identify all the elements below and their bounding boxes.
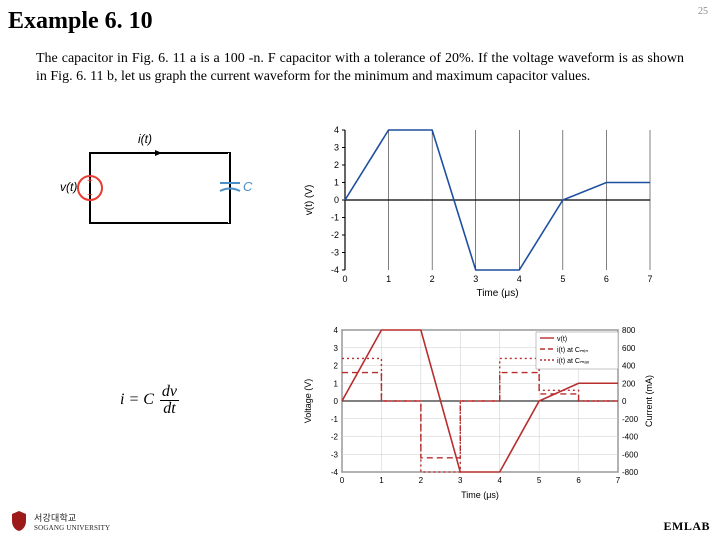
svg-text:3: 3	[458, 476, 463, 485]
svg-text:v(t): v(t)	[557, 336, 567, 343]
svg-text:6: 6	[604, 274, 609, 284]
slide-page: Example 6. 10 25 The capacitor in Fig. 6…	[0, 0, 720, 540]
svg-text:0: 0	[622, 397, 627, 406]
svg-text:Time (μs): Time (μs)	[461, 490, 499, 500]
university-english: SOGANG UNIVERSITY	[34, 524, 110, 532]
svg-text:3: 3	[334, 344, 339, 353]
eqn-den: dt	[160, 401, 179, 417]
svg-text:5: 5	[560, 274, 565, 284]
svg-text:2: 2	[334, 160, 339, 170]
svg-text:-2: -2	[331, 433, 339, 442]
svg-text:Voltage (V): Voltage (V)	[303, 379, 313, 424]
svg-text:0: 0	[334, 397, 339, 406]
footer-lab: EMLAB	[663, 519, 710, 534]
svg-text:7: 7	[616, 476, 621, 485]
svg-text:-3: -3	[331, 248, 339, 258]
svg-text:Current (mA): Current (mA)	[644, 375, 654, 427]
current-waveform-chart: 0 1 2 3 4 5 6 7 -4 -800 -3 -600 -2 -400 -1 -200 0 0 1 200 2 4…	[300, 320, 660, 500]
svg-text:2: 2	[419, 476, 424, 485]
svg-text:v(t) (V): v(t) (V)	[304, 185, 315, 216]
svg-text:-2: -2	[331, 230, 339, 240]
svg-text:400: 400	[622, 362, 636, 371]
page-number: 25	[698, 6, 708, 17]
voltage-waveform-chart: 0 1 2 3 4 5 6 7 -4 -3 -2 -1 0 1 2 3 4 Time (μs) v(t) (V)	[300, 120, 660, 300]
svg-text:-200: -200	[622, 415, 639, 424]
svg-text:2: 2	[430, 274, 435, 284]
circuit-figure: i(t) + − v(t) C	[60, 128, 260, 248]
svg-text:0: 0	[334, 195, 339, 205]
v-label: v(t)	[60, 180, 77, 194]
eqn-lhs: i	[120, 391, 124, 408]
svg-text:i(t) at Cₘᵢₙ: i(t) at Cₘᵢₙ	[557, 347, 588, 354]
svg-text:1: 1	[334, 178, 339, 188]
svg-text:Time (μs): Time (μs)	[476, 288, 518, 299]
current-arrowhead	[155, 150, 162, 156]
source-minus: −	[87, 190, 93, 201]
source-plus: +	[87, 176, 93, 187]
svg-text:1: 1	[334, 379, 339, 388]
svg-text:5: 5	[537, 476, 542, 485]
c-label: C	[243, 179, 253, 194]
svg-text:i(t) at Cₘₐₓ: i(t) at Cₘₐₓ	[557, 358, 590, 365]
svg-text:-600: -600	[622, 450, 639, 459]
svg-text:-800: -800	[622, 468, 639, 477]
body-paragraph: The capacitor in Fig. 6. 11 a is a 100 -…	[36, 50, 684, 85]
svg-text:200: 200	[622, 379, 636, 388]
eqn-num: dv	[160, 384, 179, 401]
svg-text:3: 3	[473, 274, 478, 284]
svg-text:4: 4	[334, 326, 339, 335]
wire-loop	[90, 153, 230, 223]
svg-text:-1: -1	[331, 213, 339, 223]
svg-text:3: 3	[334, 143, 339, 153]
shield-icon	[10, 510, 28, 532]
svg-text:-4: -4	[331, 468, 339, 477]
equation: i = C dv dt	[120, 384, 179, 417]
svg-text:4: 4	[334, 125, 339, 135]
svg-text:7: 7	[647, 274, 652, 284]
svg-text:0: 0	[342, 274, 347, 284]
svg-text:-3: -3	[331, 450, 339, 459]
university-korean: 서강대학교	[34, 511, 110, 524]
page-title: Example 6. 10	[8, 8, 153, 35]
footer-logo: 서강대학교 SOGANG UNIVERSITY	[10, 510, 110, 532]
svg-text:-1: -1	[331, 415, 339, 424]
svg-text:2: 2	[334, 362, 339, 371]
svg-text:-4: -4	[331, 265, 339, 275]
i-label: i(t)	[138, 132, 152, 146]
svg-text:0: 0	[340, 476, 345, 485]
svg-text:4: 4	[497, 476, 502, 485]
svg-text:4: 4	[517, 274, 522, 284]
svg-text:800: 800	[622, 326, 636, 335]
svg-text:6: 6	[576, 476, 581, 485]
svg-text:600: 600	[622, 344, 636, 353]
svg-text:1: 1	[386, 274, 391, 284]
eqn-c: C	[143, 391, 154, 408]
svg-text:1: 1	[379, 476, 384, 485]
svg-text:-400: -400	[622, 433, 639, 442]
